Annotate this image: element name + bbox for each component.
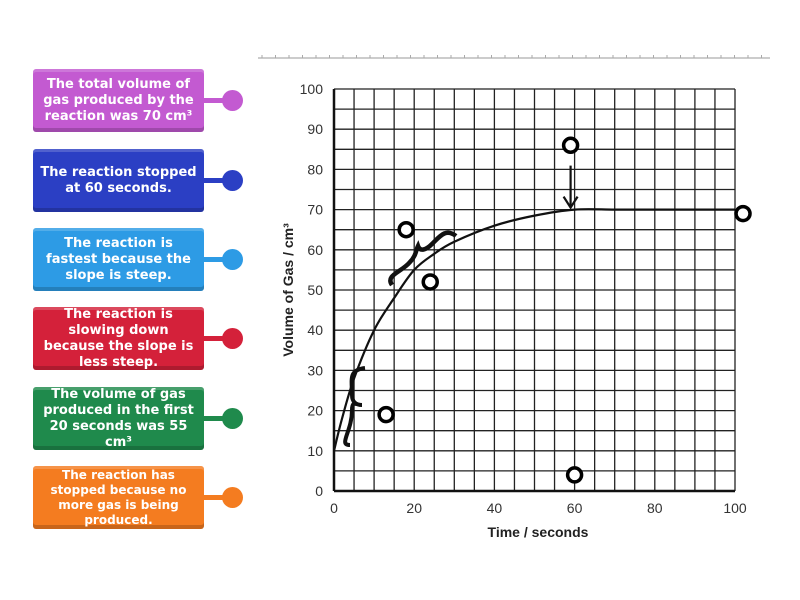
y-axis-label: Volume of Gas / cm³ <box>280 223 296 357</box>
draggable-label[interactable]: The reaction stopped at 60 seconds. <box>33 149 204 212</box>
label-pin[interactable] <box>222 249 243 270</box>
y-tick-label: 100 <box>300 81 324 97</box>
y-tick-label: 80 <box>307 161 323 177</box>
top-ruler <box>258 55 770 59</box>
label-connector <box>204 495 226 500</box>
drop-target[interactable] <box>377 405 395 424</box>
label-connector <box>204 257 226 262</box>
y-tick-label: 40 <box>307 322 323 338</box>
label-connector <box>204 98 226 103</box>
x-tick-label: 0 <box>330 500 338 516</box>
x-tick-label: 40 <box>487 500 503 516</box>
label-connector <box>204 416 226 421</box>
x-tick-label: 60 <box>567 500 583 516</box>
y-tick-label: 10 <box>307 443 323 459</box>
y-tick-label: 70 <box>307 202 323 218</box>
y-tick-label: 90 <box>307 121 323 137</box>
label-pin[interactable] <box>222 408 243 429</box>
label-connector <box>204 336 226 341</box>
y-tick-label: 30 <box>307 362 323 378</box>
label-pin[interactable] <box>222 328 243 349</box>
arrowhead-icon <box>562 196 579 210</box>
draggable-label[interactable]: The volume of gas produced in the first … <box>33 387 204 450</box>
y-tick-label: 50 <box>307 282 323 298</box>
grid <box>333 88 736 492</box>
data-curve <box>332 208 736 452</box>
brace-icon <box>343 366 366 447</box>
y-tick-label: 60 <box>307 242 323 258</box>
drop-target[interactable] <box>421 273 439 291</box>
x-tick-label: 100 <box>723 500 747 516</box>
draggable-label[interactable]: The reaction is slowing down because the… <box>33 307 204 370</box>
x-axis-label: Time / seconds <box>488 524 589 540</box>
y-tick-label: 0 <box>315 483 323 499</box>
drop-target[interactable] <box>397 220 415 239</box>
drop-target[interactable] <box>734 204 752 223</box>
label-pin[interactable] <box>222 170 243 191</box>
drop-target[interactable] <box>565 466 584 484</box>
brace-icon <box>388 230 458 287</box>
label-pin[interactable] <box>222 487 243 508</box>
y-tick-label: 20 <box>307 403 323 419</box>
x-tick-label: 20 <box>406 500 422 516</box>
drop-target[interactable] <box>561 136 580 155</box>
x-tick-label: 80 <box>647 500 663 516</box>
label-connector <box>204 178 226 183</box>
label-pin[interactable] <box>222 90 243 111</box>
draggable-label[interactable]: The total volume of gas produced by the … <box>33 69 204 132</box>
draggable-label[interactable]: The reaction is fastest because the slop… <box>33 228 204 291</box>
draggable-label[interactable]: The reaction has stopped because no more… <box>33 466 204 529</box>
